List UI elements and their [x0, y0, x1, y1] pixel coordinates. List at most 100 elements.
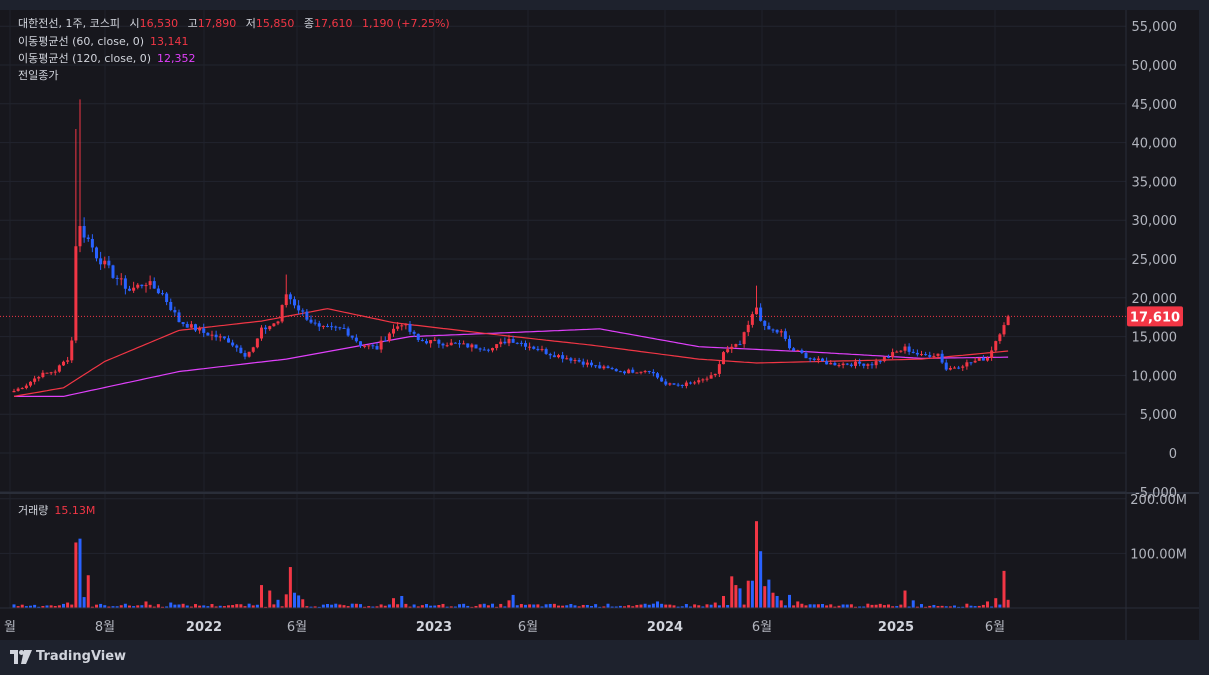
candle-body: [416, 333, 420, 340]
volume-bar: [379, 604, 383, 608]
candle-body: [507, 338, 511, 344]
volume-bar: [255, 604, 259, 608]
volume-bar: [119, 605, 123, 608]
candle-body: [561, 355, 565, 359]
volume-bar: [878, 603, 882, 608]
volume-bar: [132, 606, 136, 608]
volume-bar: [713, 602, 717, 608]
candle-body: [486, 349, 490, 351]
volume-bar: [268, 590, 272, 608]
volume-bar: [965, 603, 969, 608]
candle-body: [445, 345, 449, 347]
volume-bar: [441, 603, 445, 608]
candle-body: [532, 346, 536, 349]
volume-bar: [478, 604, 482, 608]
volume-bar: [932, 604, 936, 608]
candle-body: [948, 367, 952, 370]
volume-bar: [367, 606, 371, 608]
candle-body: [767, 325, 771, 330]
price-tick-label: 25,000: [1132, 253, 1178, 268]
candle-body: [99, 258, 103, 265]
volume-bar: [66, 602, 70, 608]
price-chart[interactable]: 55,000 50,000 45,000 40,000 35,000 30,000 25,0…: [0, 10, 1199, 640]
candle-body: [882, 356, 886, 362]
candle-body: [998, 334, 1002, 342]
candle-body: [986, 358, 989, 361]
price-tick-label: 0: [1169, 447, 1177, 462]
candle-body: [524, 343, 527, 347]
volume-label: 거래량: [18, 504, 49, 517]
last-price-label: 17,610: [1130, 310, 1180, 325]
candle-body: [350, 335, 354, 338]
candle-body: [676, 384, 680, 386]
candle-body: [961, 366, 965, 368]
volume-bar: [672, 605, 676, 608]
volume-bar: [462, 603, 466, 608]
candle-body: [165, 293, 169, 303]
candle-body: [953, 367, 956, 369]
ma60-legend: 이동평균선 (60, close, 0) 13,141: [18, 34, 189, 50]
candle-body: [915, 352, 919, 355]
volume-bar: [837, 605, 841, 608]
volume-bar: [911, 600, 915, 608]
volume-bar: [833, 606, 837, 608]
volume-bar: [334, 603, 338, 608]
volume-bar: [660, 603, 664, 608]
ma60-label: 이동평균선 (60, close, 0): [18, 35, 144, 48]
candle-body: [470, 344, 474, 348]
volume-bar: [804, 605, 808, 608]
tradingview-logo[interactable]: TradingView: [10, 649, 126, 664]
candle-body: [317, 323, 321, 327]
candle-body: [552, 355, 556, 358]
candle-body: [693, 382, 697, 384]
volume-bar: [458, 604, 461, 608]
candle-body: [833, 362, 837, 366]
candle-body: [140, 284, 144, 287]
volume-bar: [643, 603, 647, 608]
candle-body: [400, 325, 404, 327]
volume-bar: [29, 605, 32, 608]
volume-bar: [994, 598, 998, 608]
ma120-value: 12,352: [157, 52, 196, 65]
candle-body: [321, 325, 325, 327]
volume-bar: [755, 521, 758, 608]
candle-body: [53, 371, 57, 373]
candle-body: [750, 314, 754, 325]
volume-bar: [33, 604, 37, 608]
volume-bar: [280, 606, 284, 608]
volume-bar: [548, 603, 552, 608]
candle-body: [804, 352, 808, 359]
candle-body: [161, 293, 164, 295]
volume-bar: [429, 605, 433, 608]
candle-body: [536, 348, 540, 351]
candle-body: [635, 372, 639, 374]
candle-body: [66, 360, 70, 362]
volume-bar: [693, 604, 697, 608]
candle-body: [928, 355, 932, 357]
volume-bar: [854, 606, 857, 608]
candle-body: [581, 361, 585, 365]
volume-bar: [482, 603, 486, 608]
volume-bar: [412, 604, 416, 608]
volume-bar: [981, 604, 985, 608]
volume-bar: [986, 601, 989, 608]
volume-bar: [816, 604, 820, 608]
candle-body: [288, 294, 292, 300]
candle-body: [557, 355, 560, 358]
volume-bar: [251, 605, 255, 608]
candle-body: [771, 329, 775, 331]
candle-body: [639, 371, 643, 373]
volume-bar: [227, 605, 230, 608]
volume-bar: [169, 602, 173, 608]
candle-body: [453, 342, 457, 344]
candle-body: [573, 359, 577, 361]
candle-body: [330, 326, 334, 328]
candle-body: [730, 346, 734, 350]
candle-body: [734, 344, 738, 347]
candle-body: [643, 371, 647, 373]
volume-bar: [53, 606, 57, 608]
volume-bar: [969, 605, 973, 608]
volume-bar: [499, 603, 503, 608]
volume-bar: [70, 604, 74, 608]
volume-bar: [783, 605, 787, 608]
